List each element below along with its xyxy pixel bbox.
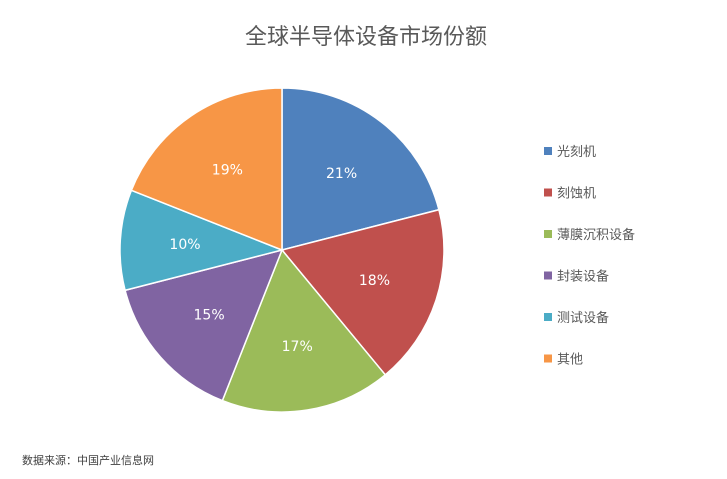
slice-label-2: 18%: [359, 273, 390, 289]
slice-label-3: 17%: [282, 339, 313, 355]
legend-label-3: 薄膜沉积设备: [557, 227, 635, 243]
legend-swatch-1: [544, 147, 552, 155]
slice-label-1: 21%: [326, 166, 357, 182]
legend-label-1: 光刻机: [557, 145, 596, 160]
legend-swatch-3: [544, 230, 552, 238]
pie-slice-3: [221, 248, 387, 413]
legend-swatch-2: [544, 188, 552, 197]
slice-label-5: 10%: [169, 237, 200, 253]
slice-label-4: 15%: [194, 307, 225, 323]
legend-label-4: 封装设备: [557, 269, 609, 285]
legend-swatch-4: [544, 271, 552, 280]
legend-swatch-6: [544, 354, 552, 363]
legend-swatch-5: [544, 313, 552, 321]
pie-slice-2: [280, 208, 445, 376]
pie-slice-5: [119, 189, 285, 292]
legend-label-2: 刻蚀机: [557, 187, 596, 202]
slice-label-6: 19%: [212, 163, 243, 179]
legend-label-6: 其他: [557, 353, 583, 368]
chart-title: 全球半导体设备市场份额: [245, 25, 487, 50]
pie-chart: 21% 18% 17% 15% 10% 19%: [119, 87, 445, 413]
pie-slice-4: [124, 248, 284, 402]
legend-label-5: 测试设备: [557, 310, 609, 326]
source-note: 数据来源：中国产业信息网: [22, 454, 154, 467]
pie-slice-6: [130, 87, 283, 252]
pie-slice-1: [281, 87, 440, 251]
